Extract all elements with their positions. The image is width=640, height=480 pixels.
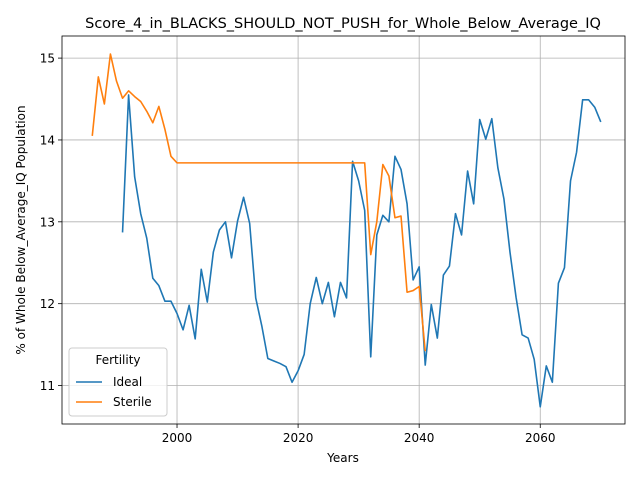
x-tick-label: 2020 (283, 431, 314, 445)
y-axis-label: % of Whole Below_Average_IQ Population (14, 105, 28, 354)
chart-title: Score_4_in_BLACKS_SHOULD_NOT_PUSH_for_Wh… (85, 16, 601, 32)
y-tick-label: 11 (40, 379, 55, 393)
series-line-ideal (121, 94, 602, 408)
legend-box (68, 347, 168, 417)
series-line-sterile (91, 53, 427, 352)
legend-label-ideal: Ideal (113, 375, 142, 389)
x-axis-ticks: 2000 2020 2040 2060 (162, 424, 556, 445)
y-tick-label: 13 (40, 215, 55, 229)
legend-title: Fertility (95, 353, 140, 367)
y-tick-label: 14 (40, 133, 55, 147)
x-axis-label: Years (326, 451, 359, 465)
plot-frame (61, 35, 626, 425)
legend: Fertility Ideal Sterile (68, 347, 168, 417)
series-lines (91, 53, 602, 408)
x-tick-label: 2000 (162, 431, 193, 445)
y-axis-ticks: 11 12 13 14 15 (40, 52, 62, 393)
x-tick-label: 2060 (525, 431, 556, 445)
y-tick-label: 15 (40, 52, 55, 66)
y-tick-label: 12 (40, 297, 55, 311)
legend-label-sterile: Sterile (113, 395, 152, 409)
x-tick-label: 2040 (404, 431, 435, 445)
